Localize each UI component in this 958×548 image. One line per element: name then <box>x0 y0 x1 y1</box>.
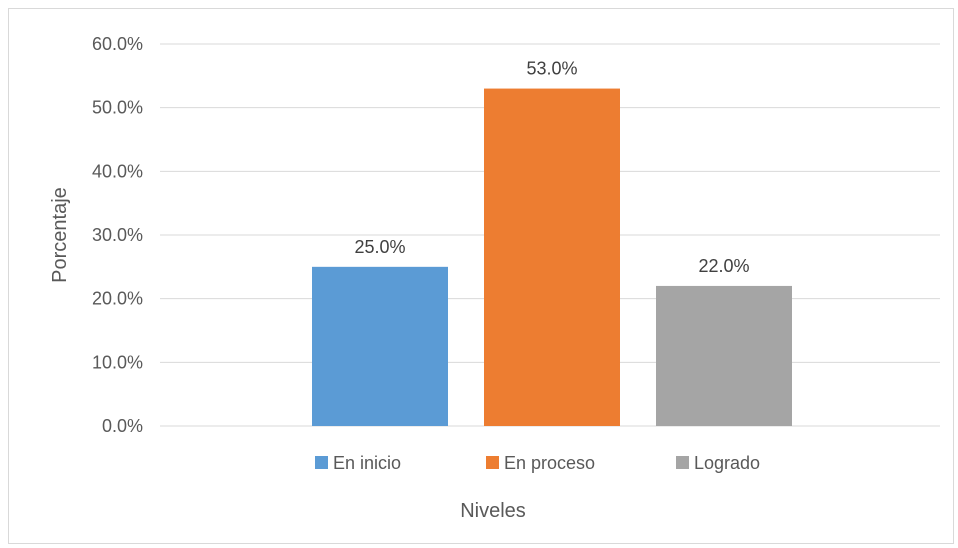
data-labels: 25.0% 53.0% 22.0% <box>354 59 749 276</box>
x-axis-title: Niveles <box>460 500 526 522</box>
legend-label: Logrado <box>694 453 760 473</box>
y-axis-title: Porcentaje <box>49 187 71 283</box>
legend-swatch <box>676 456 689 469</box>
y-tick-label: 40.0% <box>92 161 143 181</box>
bars <box>312 88 792 427</box>
legend-item-en-proceso: En proceso <box>486 453 595 473</box>
legend: En inicio En proceso Logrado <box>315 453 760 473</box>
legend-swatch <box>486 456 499 469</box>
y-tick-label: 0.0% <box>102 416 143 436</box>
y-axis-ticks: 0.0% 10.0% 20.0% 30.0% 40.0% 50.0% 60.0% <box>92 34 143 436</box>
chart-frame <box>8 8 954 544</box>
y-tick-label: 60.0% <box>92 34 143 54</box>
bar-logrado <box>656 285 792 426</box>
legend-item-logrado: Logrado <box>676 453 760 473</box>
bar-en-proceso <box>484 88 620 427</box>
bar-en-inicio <box>312 266 448 426</box>
legend-label: En inicio <box>333 453 401 473</box>
data-label: 53.0% <box>526 59 577 79</box>
y-tick-label: 20.0% <box>92 289 143 309</box>
y-tick-label: 30.0% <box>92 225 143 245</box>
data-label: 25.0% <box>354 237 405 257</box>
data-label: 22.0% <box>698 256 749 276</box>
legend-item-en-inicio: En inicio <box>315 453 401 473</box>
legend-swatch <box>315 456 328 469</box>
y-tick-label: 50.0% <box>92 98 143 118</box>
y-tick-label: 10.0% <box>92 352 143 372</box>
legend-label: En proceso <box>504 453 595 473</box>
